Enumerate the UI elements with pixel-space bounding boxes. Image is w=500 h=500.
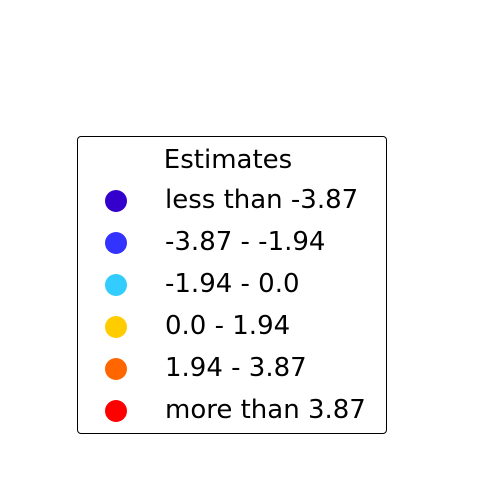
legend-marker [105,274,127,296]
legend-label: less than -3.87 [165,185,359,215]
legend-marker [105,190,127,212]
legend-marker [105,400,127,422]
legend-item: -1.94 - 0.0 [78,269,386,299]
legend-label: more than 3.87 [165,395,366,425]
legend-item: 0.0 - 1.94 [78,311,386,341]
legend-label: 1.94 - 3.87 [165,353,307,383]
legend-label: -3.87 - -1.94 [165,227,326,257]
legend-title: Estimates [78,145,386,175]
legend-label: 0.0 - 1.94 [165,311,291,341]
legend-item: -3.87 - -1.94 [78,227,386,257]
legend-title-text: Estimates [163,145,293,175]
legend-marker [105,316,127,338]
legend-marker [105,232,127,254]
legend-box: Estimates less than -3.87 -3.87 - -1.94 … [77,136,387,434]
legend-marker [105,358,127,380]
legend-item: 1.94 - 3.87 [78,353,386,383]
legend-item: more than 3.87 [78,395,386,425]
legend-item: less than -3.87 [78,185,386,215]
legend-label: -1.94 - 0.0 [165,269,300,299]
